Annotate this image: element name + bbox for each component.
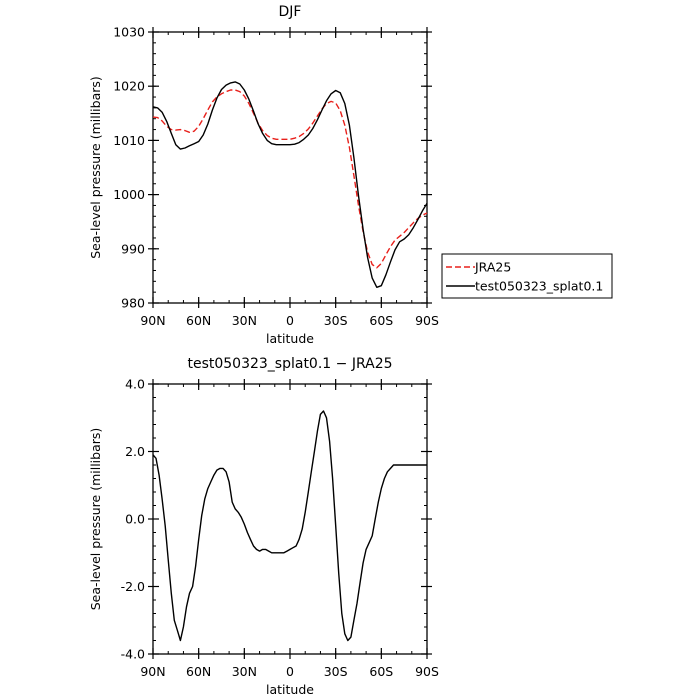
x-tick-label: 30S <box>324 664 348 679</box>
x-tick-label: 60N <box>186 664 211 679</box>
x-tick-label: 0 <box>286 313 294 328</box>
legend-box <box>441 253 613 299</box>
x-tick-label: 90S <box>415 313 439 328</box>
y-tick-label: 990 <box>121 241 145 256</box>
x-tick-label: 90S <box>415 664 439 679</box>
x-tick-label: 60N <box>186 313 211 328</box>
x-tick-label: 0 <box>286 664 294 679</box>
x-tick-label: 30S <box>324 313 348 328</box>
legend-label: test050323_splat0.1 <box>475 279 603 294</box>
series-line-jra25 <box>152 89 428 269</box>
x-axis-label: latitude <box>266 682 314 697</box>
y-axis-label: Sea-level pressure (millibars) <box>88 76 103 259</box>
y-tick-label: 1010 <box>113 133 145 148</box>
y-tick-label: 980 <box>121 296 145 311</box>
x-axis-label: latitude <box>266 331 314 346</box>
x-tick-label: 90N <box>140 664 165 679</box>
x-tick-label: 60S <box>369 313 393 328</box>
y-tick-label: 0.0 <box>125 512 145 527</box>
y-tick-label: -2.0 <box>121 579 145 594</box>
y-tick-label: 1000 <box>113 187 145 202</box>
legend: JRA25 test050323_splat0.1 <box>441 253 613 299</box>
chart-panel-2: test050323_splat0.1 − JRA25 -4.0 -2.0 0.0 2.… <box>88 356 439 697</box>
plot-frame <box>152 383 428 655</box>
x-tick-label: 30N <box>232 313 257 328</box>
y-axis-label: Sea-level pressure (millibars) <box>88 428 103 611</box>
chart-title: DJF <box>279 4 302 20</box>
x-tick-label: 30N <box>232 664 257 679</box>
legend-label: JRA25 <box>474 260 511 275</box>
y-tick-label: 2.0 <box>125 444 145 459</box>
chart-panel-1: DJF 980 990 1000 1010 1020 1030 90N 60N 30N 0 30S 60… <box>88 4 613 346</box>
series-line-difference <box>152 410 427 642</box>
y-tick-label: 1020 <box>113 79 145 94</box>
y-tick-label: 4.0 <box>125 377 145 392</box>
x-tick-label: 90N <box>140 313 165 328</box>
y-tick-label: -4.0 <box>121 647 145 662</box>
series-line-test050323-splat0-1 <box>152 81 428 288</box>
plot-frame <box>152 31 428 304</box>
x-tick-label: 60S <box>369 664 393 679</box>
y-tick-label: 1030 <box>113 25 145 40</box>
chart-title: test050323_splat0.1 − JRA25 <box>187 356 392 372</box>
